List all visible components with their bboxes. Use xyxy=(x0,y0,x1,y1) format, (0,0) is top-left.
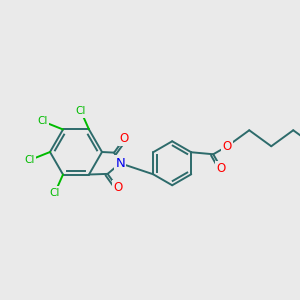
Text: Cl: Cl xyxy=(50,188,60,197)
Text: O: O xyxy=(217,162,226,175)
Text: Cl: Cl xyxy=(38,116,48,127)
Text: O: O xyxy=(119,132,129,145)
Text: O: O xyxy=(113,182,122,194)
Text: N: N xyxy=(115,157,125,170)
Text: O: O xyxy=(223,140,232,153)
Text: Cl: Cl xyxy=(76,106,86,116)
Text: Cl: Cl xyxy=(25,155,35,165)
